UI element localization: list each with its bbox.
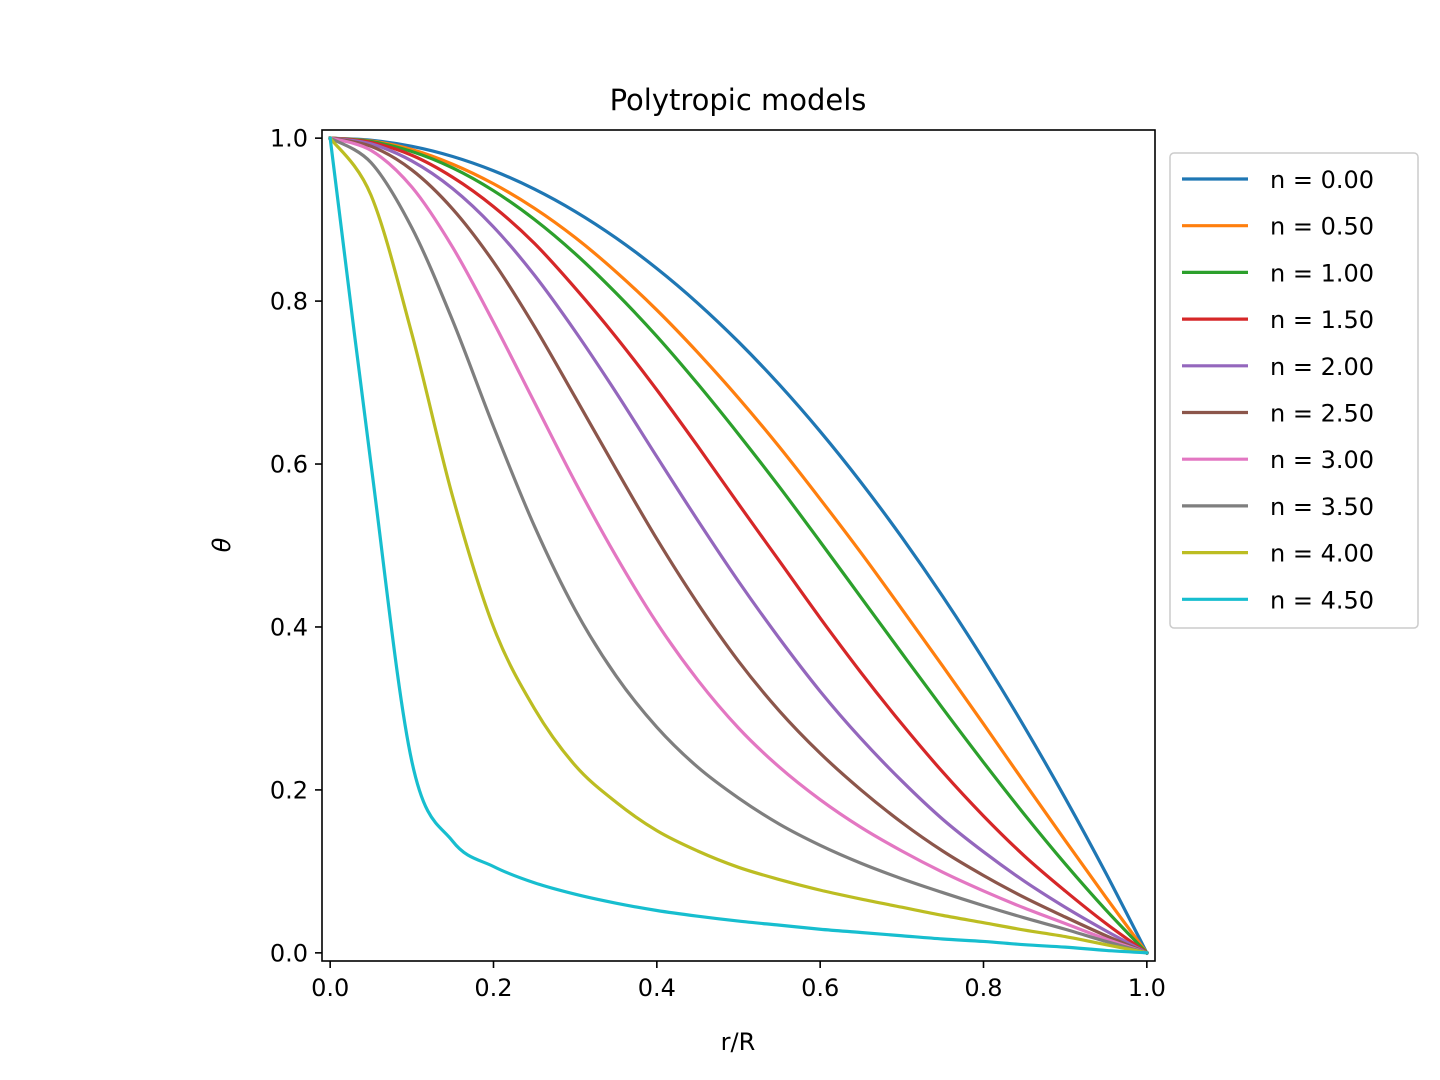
series-line-6	[328, 136, 1149, 955]
legend-items: n = 0.00 n = 0.50 n = 1.00 n = 1.50 n = 2.00…	[1182, 166, 1374, 614]
series-line-4	[328, 136, 1149, 956]
legend-label-2: n = 1.00	[1270, 259, 1374, 287]
series-line-2	[328, 136, 1150, 956]
x-tick-label: 0.6	[801, 974, 839, 1002]
legend-label-4: n = 2.00	[1270, 353, 1374, 381]
y-tick-label: 0.8	[270, 288, 308, 316]
y-tick-label: 0.2	[270, 776, 308, 804]
series-line-9	[328, 136, 1149, 955]
legend-label-6: n = 3.00	[1270, 446, 1374, 474]
y-axis-label: θ	[208, 537, 236, 552]
series-line-8	[327, 135, 1149, 955]
legend-label-8: n = 4.00	[1270, 540, 1374, 568]
y-tick-label: 0.0	[270, 939, 308, 967]
x-tick-label: 0.2	[474, 974, 512, 1002]
series-line-1	[328, 136, 1150, 956]
y-axis-ticks: 0.0 0.2 0.4 0.6 0.8 1.0	[270, 125, 322, 967]
x-axis-label: r/R	[721, 1028, 756, 1056]
x-axis-ticks: 0.0 0.2 0.4 0.6 0.8 1.0	[311, 961, 1166, 1002]
legend-label-9: n = 4.50	[1270, 586, 1374, 614]
legend-label-3: n = 1.50	[1270, 306, 1374, 334]
x-tick-label: 0.8	[964, 974, 1002, 1002]
y-tick-label: 0.4	[270, 613, 308, 641]
legend-label-1: n = 0.50	[1270, 213, 1374, 241]
y-tick-label: 0.6	[270, 451, 308, 479]
series-line-3	[328, 136, 1150, 956]
series-line-0	[328, 136, 1149, 956]
legend-label-0: n = 0.00	[1270, 166, 1374, 194]
series-line-7	[327, 135, 1149, 955]
plot-frame	[321, 129, 1156, 962]
y-tick-label: 1.0	[270, 125, 308, 153]
legend: n = 0.00 n = 0.50 n = 1.00 n = 1.50 n = 2.00…	[1169, 152, 1419, 629]
legend-label-5: n = 2.50	[1270, 400, 1374, 428]
legend-label-7: n = 3.50	[1270, 493, 1374, 521]
series-line-5	[328, 136, 1149, 955]
plot-series	[327, 135, 1150, 956]
x-tick-label: 0.4	[638, 974, 676, 1002]
x-tick-label: 1.0	[1128, 974, 1166, 1002]
x-tick-label: 0.0	[311, 974, 349, 1002]
chart-title: Polytropic models	[610, 83, 867, 117]
